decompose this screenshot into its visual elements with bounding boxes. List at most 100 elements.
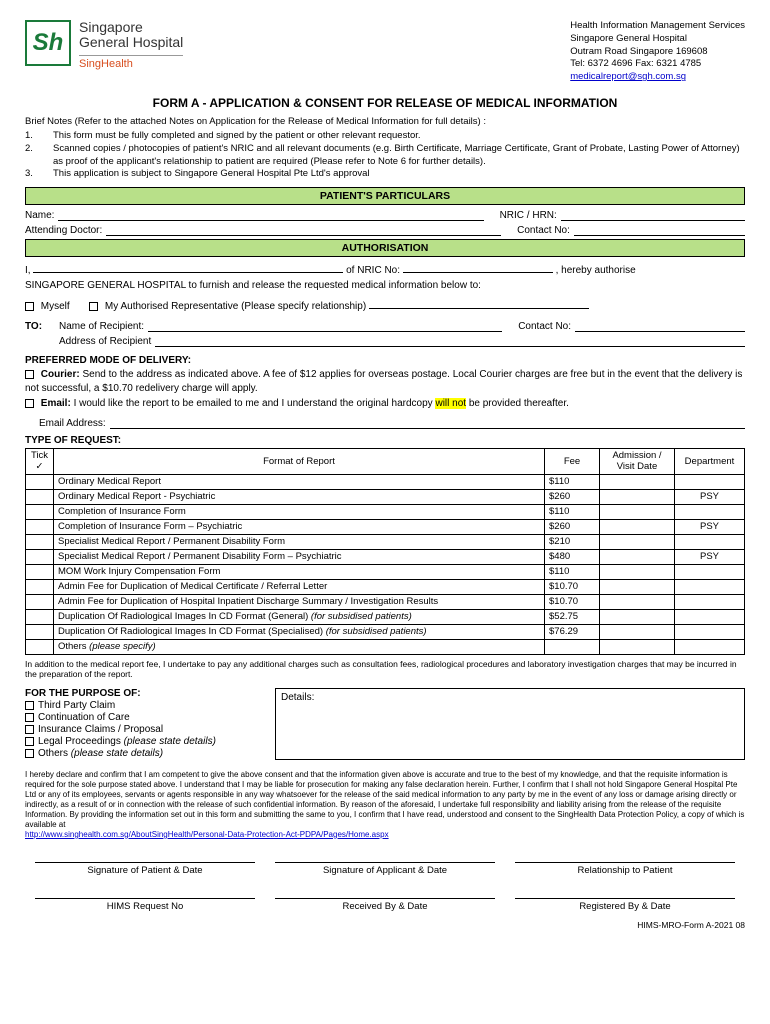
cell-dept xyxy=(675,579,745,594)
cell-date[interactable] xyxy=(600,594,675,609)
checkbox-courier[interactable] xyxy=(25,370,34,379)
checkbox-purpose[interactable] xyxy=(25,749,34,758)
checkbox-authrep[interactable] xyxy=(89,302,98,311)
cell-dept xyxy=(675,594,745,609)
input-email-addr[interactable] xyxy=(110,417,745,429)
label-contact: Contact No: xyxy=(517,225,570,236)
cell-date[interactable] xyxy=(600,579,675,594)
bn-num: 1. xyxy=(25,130,53,143)
courier-label: Courier: xyxy=(41,369,80,380)
input-relationship[interactable] xyxy=(369,308,589,309)
cell-tick[interactable] xyxy=(26,534,54,549)
cell-date[interactable] xyxy=(600,489,675,504)
cell-tick[interactable] xyxy=(26,474,54,489)
org-name-2: General Hospital xyxy=(79,35,183,50)
cell-date[interactable] xyxy=(600,624,675,639)
declaration: I hereby declare and confirm that I am c… xyxy=(25,770,745,840)
cell-fee xyxy=(545,639,600,654)
cell-tick[interactable] xyxy=(26,564,54,579)
bn-text: This form must be fully completed and si… xyxy=(53,130,421,143)
hdr-line: Tel: 6372 4696 Fax: 6321 4785 xyxy=(570,58,745,71)
hdr-line: Outram Road Singapore 169608 xyxy=(570,46,745,59)
cell-tick[interactable] xyxy=(26,489,54,504)
label-myself: Myself xyxy=(41,301,70,312)
purpose-left: FOR THE PURPOSE OF: Third Party ClaimCon… xyxy=(25,688,255,760)
declaration-text: I hereby declare and confirm that I am c… xyxy=(25,770,744,829)
cell-tick[interactable] xyxy=(26,549,54,564)
checkbox-myself[interactable] xyxy=(25,302,34,311)
cell-date[interactable] xyxy=(600,504,675,519)
form-title: FORM A - APPLICATION & CONSENT FOR RELEA… xyxy=(25,96,745,110)
bn-text: Scanned copies / photocopies of patient'… xyxy=(53,143,745,169)
cell-tick[interactable] xyxy=(26,519,54,534)
cell-tick[interactable] xyxy=(26,504,54,519)
input-name[interactable] xyxy=(58,209,483,221)
cell-format: Duplication Of Radiological Images In CD… xyxy=(54,624,545,639)
email-text-b: be provided thereafter. xyxy=(466,398,569,409)
cell-date[interactable] xyxy=(600,519,675,534)
auth-prefix: I, xyxy=(25,265,31,276)
input-contact[interactable] xyxy=(574,224,745,236)
input-auth-name[interactable] xyxy=(33,272,343,273)
cell-date[interactable] xyxy=(600,534,675,549)
cell-dept xyxy=(675,609,745,624)
cell-format: Admin Fee for Duplication of Hospital In… xyxy=(54,594,545,609)
cell-fee: $260 xyxy=(545,489,600,504)
auth-of: of NRIC No: xyxy=(346,265,400,276)
table-row: Admin Fee for Duplication of Medical Cer… xyxy=(26,579,745,594)
cell-format: Specialist Medical Report / Permanent Di… xyxy=(54,534,545,549)
sig-received: Received By & Date xyxy=(275,898,495,912)
header-address: Health Information Management Services S… xyxy=(570,20,745,84)
purpose-item: Legal Proceedings (please state details) xyxy=(25,736,255,747)
input-doctor[interactable] xyxy=(106,224,501,236)
cell-date[interactable] xyxy=(600,549,675,564)
checkbox-purpose[interactable] xyxy=(25,737,34,746)
brief-notes: Brief Notes (Refer to the attached Notes… xyxy=(25,116,745,181)
cell-date[interactable] xyxy=(600,639,675,654)
table-row: Others (please specify) xyxy=(26,639,745,654)
cell-tick[interactable] xyxy=(26,639,54,654)
table-row: Duplication Of Radiological Images In CD… xyxy=(26,624,745,639)
cell-fee: $52.75 xyxy=(545,609,600,624)
cell-date[interactable] xyxy=(600,609,675,624)
cell-tick[interactable] xyxy=(26,594,54,609)
details-box[interactable]: Details: xyxy=(275,688,745,760)
cell-fee: $110 xyxy=(545,504,600,519)
col-date: Admission /Visit Date xyxy=(600,448,675,474)
hdr-email-link[interactable]: medicalreport@sgh.com.sg xyxy=(570,71,686,82)
input-recipient-contact[interactable] xyxy=(575,320,745,332)
cell-tick[interactable] xyxy=(26,624,54,639)
cell-dept xyxy=(675,564,745,579)
table-row: Completion of Insurance Form$110 xyxy=(26,504,745,519)
cell-tick[interactable] xyxy=(26,609,54,624)
declaration-link[interactable]: http://www.singhealth.com.sg/AboutSingHe… xyxy=(25,830,389,839)
label-recipient-contact: Contact No: xyxy=(518,321,571,332)
checkbox-email[interactable] xyxy=(25,399,34,408)
table-row: Duplication Of Radiological Images In CD… xyxy=(26,609,745,624)
label-doctor: Attending Doctor: xyxy=(25,225,102,236)
input-auth-nric[interactable] xyxy=(403,272,553,273)
col-fee: Fee xyxy=(545,448,600,474)
purpose-item: Others (please state details) xyxy=(25,748,255,759)
col-dept: Department xyxy=(675,448,745,474)
checkbox-purpose[interactable] xyxy=(25,713,34,722)
email-label: Email: xyxy=(41,398,71,409)
auth-suffix: , hereby authorise xyxy=(556,265,636,276)
cell-date[interactable] xyxy=(600,474,675,489)
logo-text: Singapore General Hospital SingHealth xyxy=(79,20,183,70)
input-nric[interactable] xyxy=(561,209,745,221)
checkbox-purpose[interactable] xyxy=(25,701,34,710)
section-auth: AUTHORISATION xyxy=(25,239,745,257)
checkbox-purpose[interactable] xyxy=(25,725,34,734)
hdr-line: Singapore General Hospital xyxy=(570,33,745,46)
cell-date[interactable] xyxy=(600,564,675,579)
input-recipient-name[interactable] xyxy=(148,320,502,332)
cell-tick[interactable] xyxy=(26,579,54,594)
request-header: TYPE OF REQUEST: xyxy=(25,435,745,446)
col-format: Format of Report xyxy=(54,448,545,474)
delivery-header: PREFERRED MODE OF DELIVERY: xyxy=(25,355,745,366)
bn-num: 2. xyxy=(25,143,53,169)
org-name-1: Singapore xyxy=(79,20,183,35)
row-recipient-addr: Address of Recipient xyxy=(25,335,745,347)
input-recipient-addr[interactable] xyxy=(155,335,745,347)
